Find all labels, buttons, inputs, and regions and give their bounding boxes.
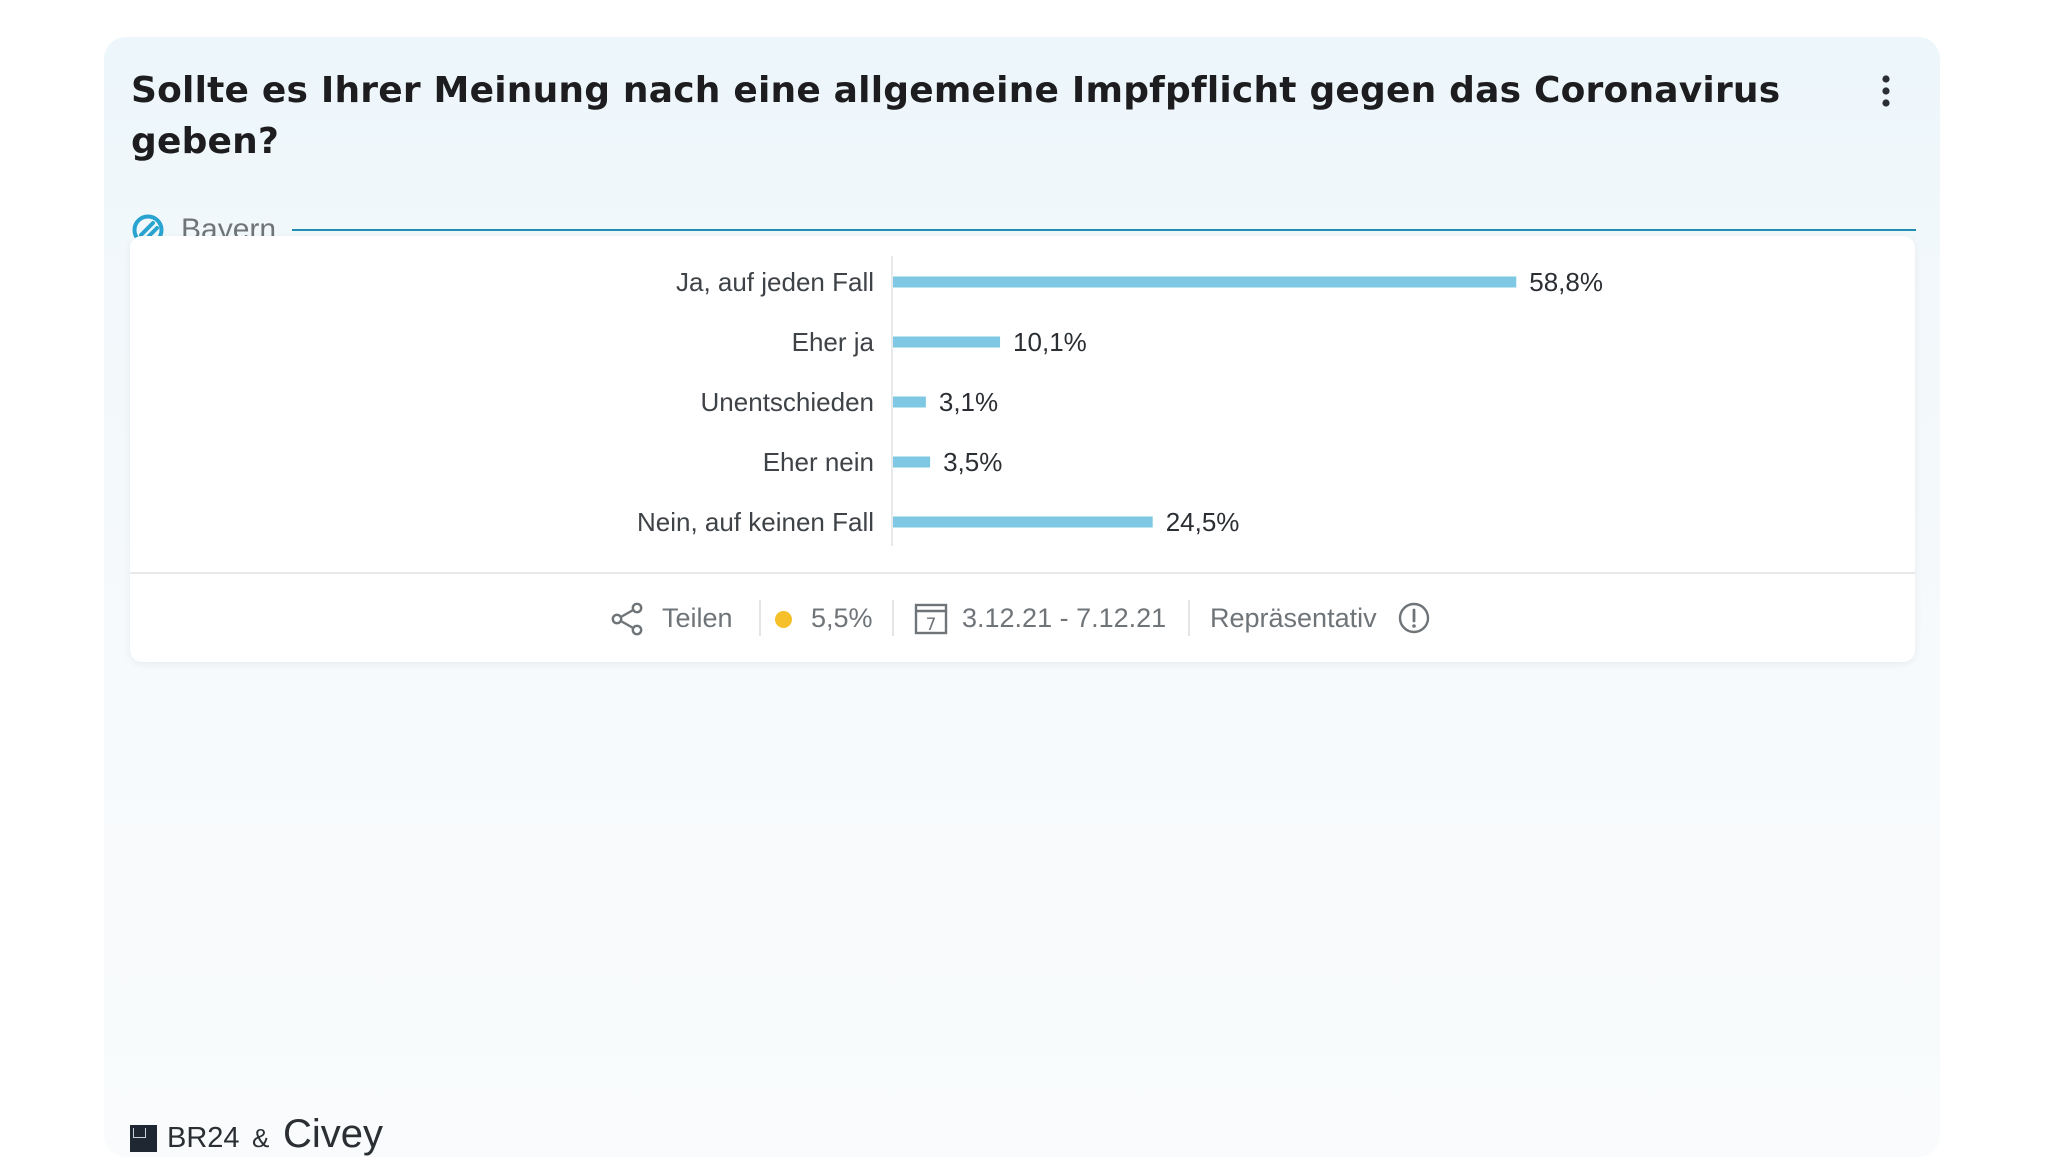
results-chart: Ja, auf jeden Fall 58,8% Eher ja 10,1% Unent… <box>637 256 1603 546</box>
value-label: 10,1% <box>1013 327 1087 357</box>
error-margin-value: 5,5% <box>811 603 873 633</box>
result-bar <box>893 456 931 468</box>
calendar-day: 7 <box>926 615 937 635</box>
civey-logo: Civey <box>283 1112 384 1156</box>
calendar-icon: 7 <box>914 603 948 635</box>
footer-divider <box>130 572 1915 574</box>
category-label: Nein, auf keinen Fall <box>637 507 874 537</box>
result-bar <box>893 396 926 408</box>
meta-bar: Teilen 5,5% 7 3.12.21 - 7.12.21 Repräsen… <box>130 574 1915 662</box>
more-options-button[interactable] <box>1873 67 1899 117</box>
value-label: 24,5% <box>1166 507 1240 537</box>
category-label: Ja, auf jeden Fall <box>676 267 874 297</box>
value-label: 58,8% <box>1529 267 1603 297</box>
category-label: Unentschieden <box>701 387 874 417</box>
category-label: Eher ja <box>792 327 875 357</box>
region-divider <box>292 229 1916 231</box>
representative-label: Repräsentativ <box>1210 603 1377 633</box>
share-label: Teilen <box>662 603 733 633</box>
poll-widget: Sollte es Ihrer Meinung nach eine allgem… <box>104 37 1940 1157</box>
value-label: 3,5% <box>943 447 1002 477</box>
result-bar <box>893 276 1517 288</box>
meta-separator <box>759 600 761 636</box>
error-margin-dot <box>775 611 792 628</box>
results-card: Ja, auf jeden Fall 58,8% Eher ja 10,1% Unent… <box>130 236 1915 662</box>
info-circle-icon[interactable] <box>1397 601 1431 635</box>
share-icon <box>611 602 643 636</box>
value-label: 3,1% <box>939 387 998 417</box>
meta-separator <box>1188 600 1190 636</box>
result-bar <box>893 516 1153 528</box>
br24-label: BR24 <box>167 1122 240 1154</box>
branding-ampersand: & <box>252 1123 270 1153</box>
br-logo-icon <box>130 1125 157 1152</box>
meta-separator <box>892 600 894 636</box>
more-vertical-icon <box>1882 75 1890 107</box>
survey-period-text: 3.12.21 - 7.12.21 <box>962 603 1167 633</box>
question-title: Sollte es Ihrer Meinung nach eine allgem… <box>131 70 1781 162</box>
category-label: Eher nein <box>763 447 874 477</box>
result-bar <box>893 336 1001 348</box>
branding: BR24 & Civey <box>130 1107 530 1163</box>
